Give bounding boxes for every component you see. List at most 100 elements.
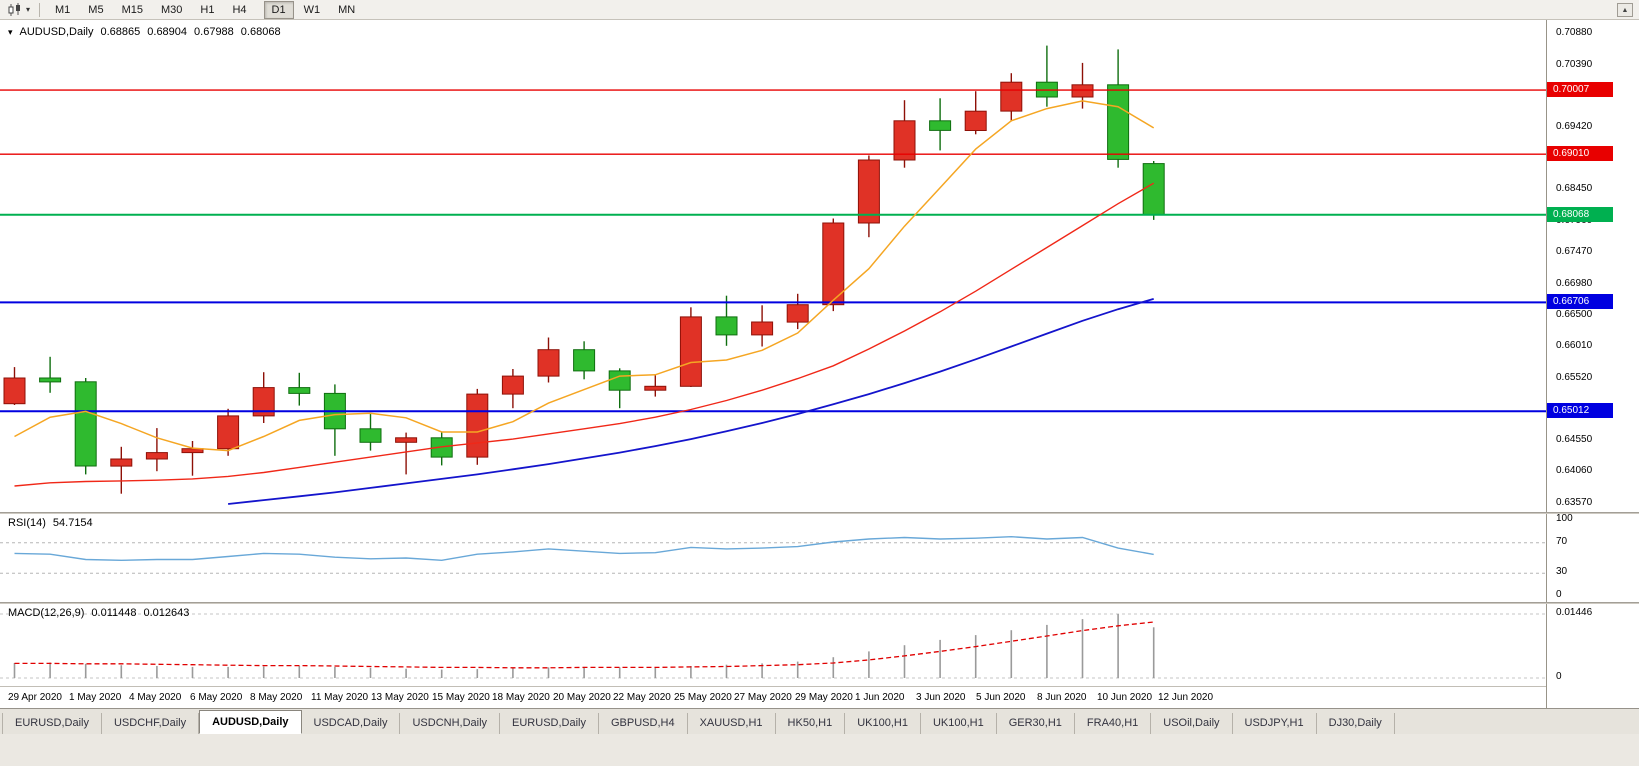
tab-eurusd-daily[interactable]: EURUSD,Daily — [500, 713, 599, 734]
price-tick: 0.64550 — [1556, 434, 1593, 445]
tab-usdcnh-daily[interactable]: USDCNH,Daily — [400, 713, 501, 734]
price-tick: 0.63570 — [1556, 497, 1593, 508]
rsi-axis-tick: 70 — [1556, 536, 1568, 547]
tab-usdjpy-h1[interactable]: USDJPY,H1 — [1233, 713, 1317, 734]
rsi-axis-tick: 100 — [1556, 513, 1573, 524]
ohlc-open: 0.68865 — [100, 26, 141, 38]
time-label: 25 May 2020 — [674, 692, 732, 703]
time-label: 29 May 2020 — [795, 692, 853, 703]
timeframe-button-m15[interactable]: M15 — [121, 3, 143, 16]
toolbar-overflow-button[interactable]: ▲ — [1617, 3, 1633, 17]
tab-usdchf-daily[interactable]: USDCHF,Daily — [102, 713, 200, 734]
timeframe-button-h4[interactable]: H4 — [232, 3, 247, 16]
time-label: 13 May 2020 — [371, 692, 429, 703]
macd-panel: MACD(12,26,9) 0.011448 0.012643 — [0, 604, 1546, 686]
macd-value-main: 0.011448 — [91, 607, 137, 619]
time-label: 11 May 2020 — [311, 692, 369, 703]
time-label: 8 May 2020 — [250, 692, 303, 703]
tab-bar: EURUSD,Daily USDCHF,Daily AUDUSD,Daily USDC… — [0, 708, 1639, 734]
timeframe-button-m1[interactable]: M1 — [55, 3, 71, 16]
candlestick-chart-icon — [8, 2, 20, 16]
price-tick: 0.68450 — [1556, 183, 1593, 194]
panel-divider[interactable] — [0, 602, 1639, 604]
rsi-title: RSI(14) 54.7154 — [8, 517, 100, 529]
collapse-marker-icon[interactable]: ▾ — [8, 27, 13, 37]
price-tag: 0.66706 — [1547, 294, 1613, 309]
chevron-down-icon: ▾ — [26, 5, 31, 14]
price-tag: 0.65012 — [1547, 403, 1613, 418]
tab-gbpusd-h4[interactable]: GBPUSD,H4 — [599, 713, 688, 734]
rsi-plot[interactable] — [0, 514, 1546, 602]
tab-audusd-daily[interactable]: AUDUSD,Daily — [199, 710, 302, 734]
macd-title: MACD(12,26,9) 0.011448 0.012643 — [8, 607, 196, 619]
ohlc-low: 0.67988 — [194, 26, 234, 38]
price-tick: 0.66010 — [1556, 340, 1593, 351]
time-label: 27 May 2020 — [734, 692, 792, 703]
tab-hk50-h1[interactable]: HK50,H1 — [776, 713, 846, 734]
time-label: 8 Jun 2020 — [1037, 692, 1087, 703]
price-tick: 0.66980 — [1556, 278, 1593, 289]
rsi-label: RSI(14) — [8, 517, 46, 529]
time-label: 4 May 2020 — [129, 692, 182, 703]
tab-fra40-h1[interactable]: FRA40,H1 — [1075, 713, 1152, 734]
price-tick: 0.64060 — [1556, 465, 1593, 476]
price-tick: 0.69420 — [1556, 121, 1593, 132]
timeframe-button-m5[interactable]: M5 — [88, 3, 104, 16]
time-label: 12 Jun 2020 — [1158, 692, 1214, 703]
tab-ger30-h1[interactable]: GER30,H1 — [997, 713, 1075, 734]
ohlc-high: 0.68904 — [147, 26, 188, 38]
rsi-value: 54.7154 — [52, 517, 93, 529]
time-axis: 29 Apr 2020 1 May 2020 4 May 2020 6 May 202… — [0, 686, 1546, 708]
time-label: 22 May 2020 — [613, 692, 671, 703]
time-label: 6 May 2020 — [190, 692, 243, 703]
time-label: 18 May 2020 — [492, 692, 550, 703]
toolbar: ▾ M1 M5 M15 M30 H1 H4 D1 W1 MN ▲ — [0, 0, 1639, 20]
timeframe-button-m30[interactable]: M30 — [160, 3, 183, 16]
price-tick: 0.70880 — [1556, 27, 1593, 38]
macd-axis-tick: 0 — [1556, 671, 1562, 682]
tab-uk100-h1[interactable]: UK100,H1 — [845, 713, 921, 734]
chart-type-selector[interactable]: ▾ — [4, 2, 33, 18]
tab-dj30-daily[interactable]: DJ30,Daily — [1317, 713, 1395, 734]
rsi-axis-tick: 0 — [1556, 589, 1562, 600]
macd-plot[interactable] — [0, 604, 1546, 686]
rsi-panel: RSI(14) 54.7154 — [0, 514, 1546, 602]
price-tick: 0.67470 — [1556, 246, 1593, 257]
price-tick: 0.70390 — [1556, 59, 1593, 70]
time-label: 15 May 2020 — [432, 692, 490, 703]
timeframe-button-d1[interactable]: D1 — [263, 0, 294, 19]
tab-eurusd-daily[interactable]: EURUSD,Daily — [2, 713, 102, 734]
price-axis: 0.708800.703900.699100.694200.689300.684… — [1546, 20, 1639, 708]
toolbar-separator — [39, 2, 41, 17]
symbol-name: AUDUSD,Daily — [19, 26, 94, 38]
rsi-axis-tick: 30 — [1556, 566, 1568, 577]
tab-xauusd-h1[interactable]: XAUUSD,H1 — [688, 713, 776, 734]
macd-label: MACD(12,26,9) — [8, 607, 85, 619]
timeframe-buttons: M1 M5 M15 M30 H1 H4 D1 W1 MN — [46, 0, 364, 19]
time-label: 1 Jun 2020 — [855, 692, 905, 703]
price-tick: 0.66500 — [1556, 309, 1593, 320]
timeframe-button-w1[interactable]: W1 — [303, 3, 321, 16]
macd-value-signal: 0.012643 — [143, 607, 190, 619]
panel-divider[interactable] — [0, 512, 1639, 514]
timeframe-button-mn[interactable]: MN — [338, 3, 356, 16]
tab-usoil-daily[interactable]: USOil,Daily — [1151, 713, 1233, 734]
ohlc-close: 0.68068 — [240, 26, 281, 38]
time-label: 29 Apr 2020 — [8, 692, 62, 703]
main-chart-panel: ▾ AUDUSD,Daily 0.68865 0.68904 0.67988 0.6806… — [0, 20, 1546, 512]
tab-usdcad-daily[interactable]: USDCAD,Daily — [302, 713, 401, 734]
price-tag: 0.68068 — [1547, 207, 1613, 222]
time-label: 3 Jun 2020 — [916, 692, 966, 703]
time-label: 1 May 2020 — [69, 692, 122, 703]
tab-uk100-h1[interactable]: UK100,H1 — [921, 713, 997, 734]
time-label: 20 May 2020 — [553, 692, 611, 703]
timeframe-button-h1[interactable]: H1 — [200, 3, 215, 16]
main-chart-plot[interactable] — [0, 20, 1546, 512]
price-tag: 0.69010 — [1547, 146, 1613, 161]
macd-axis-tick: 0.01446 — [1556, 607, 1593, 618]
time-label: 10 Jun 2020 — [1097, 692, 1153, 703]
chart-title: ▾ AUDUSD,Daily 0.68865 0.68904 0.67988 0.6806… — [8, 26, 288, 38]
price-tag: 0.70007 — [1547, 82, 1613, 97]
time-label: 5 Jun 2020 — [976, 692, 1026, 703]
